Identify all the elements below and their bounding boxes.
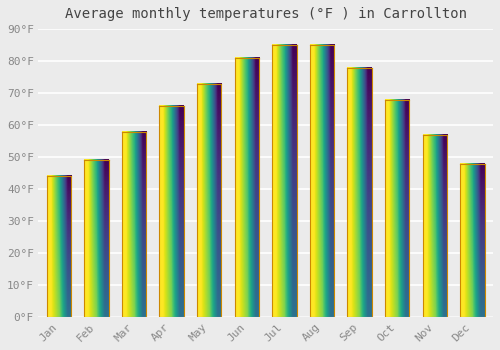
Title: Average monthly temperatures (°F ) in Carrollton: Average monthly temperatures (°F ) in Ca… <box>64 7 466 21</box>
